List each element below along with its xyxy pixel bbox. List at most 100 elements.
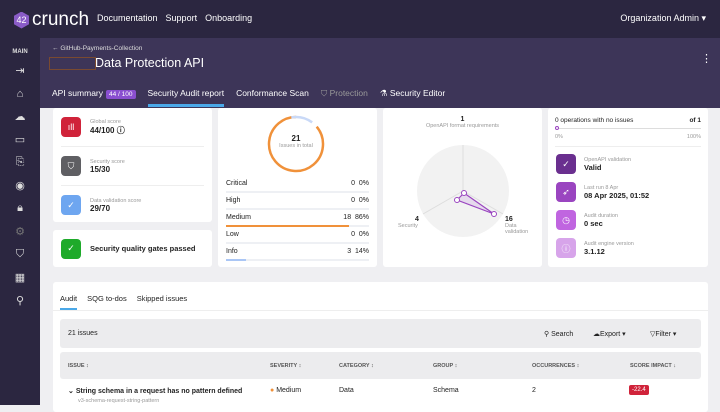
subtab-skipped-issues[interactable]: Skipped issues [136,294,188,303]
table-row[interactable]: ⌄ String schema in a request has no patt… [60,382,701,412]
nav-onboarding[interactable]: Onboarding [205,13,253,23]
subtab-sqg-todos[interactable]: SQG to-dos [87,294,127,303]
audit-info-item: ✓ OpenAPI validation Valid [556,154,631,174]
collapse-icon[interactable]: ⇥ [15,65,25,77]
radar-axis [422,190,464,215]
severity-row: High 0 0% [226,197,369,204]
issues-donut [267,115,325,173]
breadcrumb-link[interactable]: GitHub-Payments-Collection [60,45,143,52]
folder-icon[interactable]: ▭ [14,134,26,146]
severity-label: High [226,197,241,204]
severity-bar [226,242,369,244]
eye-icon[interactable]: ◉ [15,180,25,192]
col-label: ISSUE [68,363,85,369]
top-bar: 42 crunch Documentation Support Onboardin… [0,0,720,38]
col-category[interactable]: CATEGORY ↕ [339,363,374,369]
score-label: Global score [90,118,121,125]
issues-card: 21 Issues in total Critical 0 0% High 0 0%… [218,108,377,267]
severity-count: 0 [351,231,355,238]
search-button[interactable]: ⚲ Search [544,330,573,338]
flask-icon: ⚗ [379,88,388,98]
ops-progress [555,126,701,130]
severity-percent: 0% [358,197,369,204]
subtab-audit[interactable]: Audit [60,294,78,310]
col-occurrences[interactable]: OCCURRENCES ↕ [532,363,580,369]
col-label: OCCURRENCES [532,363,576,369]
radar-point [491,211,497,217]
tab-label: API summary [52,88,104,98]
nav-documentation[interactable]: Documentation [97,13,158,23]
breadcrumb[interactable]: ← GitHub-Payments-Collection [52,45,143,52]
nav-support[interactable]: Support [165,13,198,23]
export-label: Export [600,331,621,338]
info-label: Last run 8 Apr [584,184,619,191]
severity-row: Info 3 14% [226,248,369,255]
page-title: Data Protection API [95,56,205,70]
filter-icon: ▽ [650,331,656,338]
info-label: Audit duration [584,212,618,219]
tab-protection[interactable]: ⛉ Protection [321,88,368,107]
check-icon: ✓ [61,238,81,259]
severity-label: Critical [226,180,248,187]
severity-count: 3 [347,248,352,255]
tab-security-editor[interactable]: ⚗ Security Editor [380,88,445,107]
radar-chart [417,145,509,237]
col-score-impact[interactable]: SCORE IMPACT ↓ [630,363,677,369]
severity-label: Low [226,231,239,238]
shield-icon: ⛉ [320,88,328,98]
gear-icon[interactable]: ⚙ [15,226,25,238]
global-score: 44/100 [90,125,115,135]
quality-gates-status: Security quality gates passed [90,244,196,253]
radar-point [454,197,460,203]
donut-medium [267,115,325,173]
col-group[interactable]: GROUP ↕ [433,363,458,369]
divider [555,146,701,147]
col-severity[interactable]: SEVERITY ↕ [270,363,302,369]
tab-api-summary[interactable]: API summary 44 / 100 [52,88,136,107]
logo-icon: 42 [14,11,29,29]
search-icon[interactable]: ⚲ [15,295,25,307]
building-icon[interactable]: ▦ [14,272,26,284]
tab-security-audit-report[interactable]: Security Audit report [147,88,225,107]
sidebar: MAIN ⇥ ⌂ ☁ ▭ ⎘ ◉ 🔒︎ ⚙ ⛉ ▦ ⚲ [0,38,40,405]
radar-point [461,190,467,196]
more-options-icon[interactable]: ⋮ [701,53,712,65]
filter-label: Filter [655,331,671,338]
radar-top-label: OpenAPI format requirements [425,123,500,129]
import-icon[interactable]: ⎘ [15,156,25,168]
chevron-down-icon[interactable]: ⌄ [68,388,74,395]
audit-info-item: ➶ Last run 8 Apr 08 Apr 2025, 01:52 [556,182,649,202]
tab-label: Protection [329,88,368,98]
security-score: 15/30 [90,164,111,174]
shield-icon: ⛉ [61,156,81,176]
divider [53,310,708,311]
brand-name: crunch [32,9,90,30]
rocket-icon: ➶ [556,182,576,202]
ops-min: 0% [555,134,563,140]
page-header: ← GitHub-Payments-Collection Data Protec… [40,38,720,108]
cloud-icon[interactable]: ☁ [14,111,26,123]
data-validation-score: 29/70 [90,203,111,213]
search-icon: ⚲ [544,331,550,338]
score-badge: 44 / 100 [106,90,136,99]
shield-check-icon: ✓ [61,195,81,215]
lock-icon[interactable]: 🔒︎ [17,202,23,214]
severity-percent: 0% [358,231,369,238]
shield-icon[interactable]: ⛉ [15,248,25,260]
org-menu[interactable]: Organization Admin ▾ [620,13,706,23]
redacted-region [49,57,96,70]
audit-info-item: ⓘ Audit engine version 3.1.12 [556,238,634,258]
issue-id: v3-schema-request-string-pattern [78,398,160,404]
severity-bar-fill [226,225,349,227]
logo[interactable]: 42 crunch [14,9,89,31]
home-icon[interactable]: ⌂ [16,87,24,100]
help-icon[interactable]: ⓘ [116,125,125,135]
col-issue[interactable]: ISSUE ↕ [68,363,89,369]
severity-row: Critical 0 0% [226,180,369,187]
info-value: 3.1.12 [584,246,605,256]
severity-percent: 86% [354,214,369,221]
export-button[interactable]: ☁Export ▾ [593,331,626,338]
audit-info-card: 0 operations with no issues of 1 0% 100% ✓… [548,108,708,267]
filter-button[interactable]: ▽Filter ▾ [650,331,677,338]
tab-conformance-scan[interactable]: Conformance Scan [236,88,309,98]
